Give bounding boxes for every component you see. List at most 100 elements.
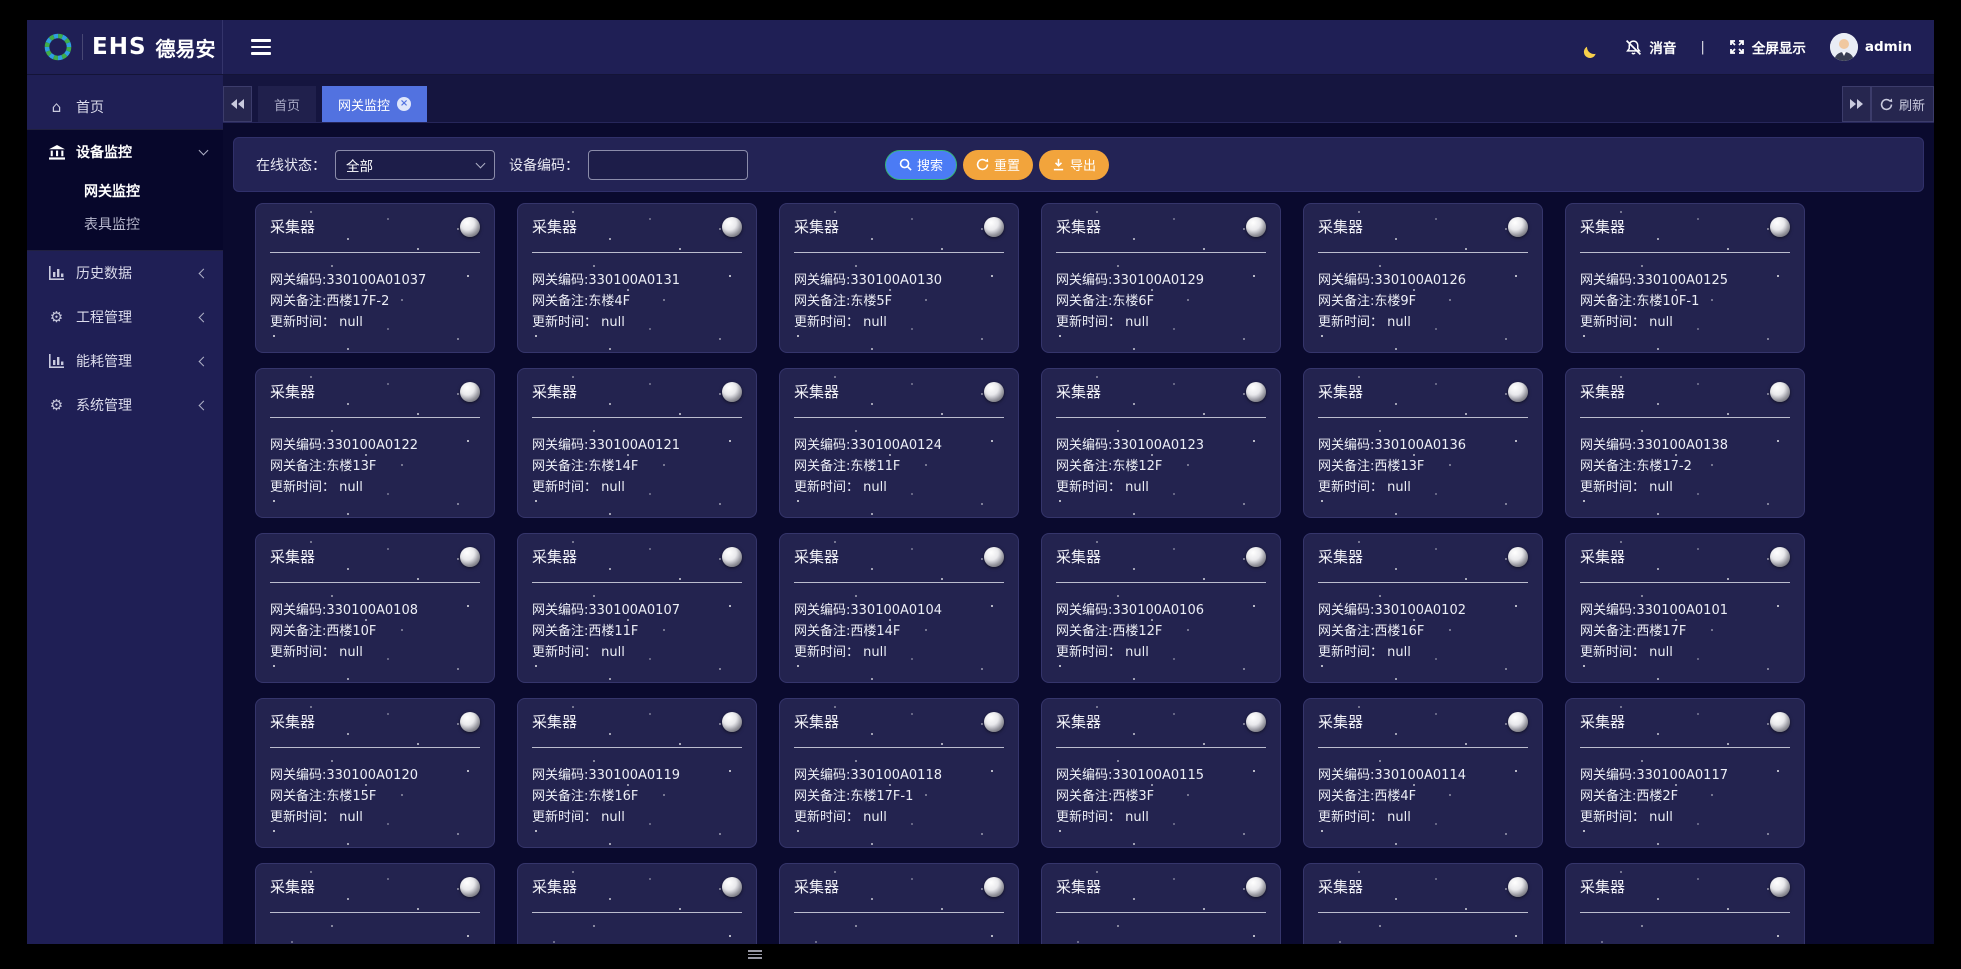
gateway-card[interactable]: 采集器 网关编码:330100A0129 网关备注:东楼6F 更新时间： nul… xyxy=(1041,203,1281,353)
card-divider xyxy=(1580,252,1790,253)
export-button[interactable]: 导出 xyxy=(1039,149,1110,180)
gateway-remark-label: 网关备注: xyxy=(1318,459,1375,474)
search-button[interactable]: 搜索 xyxy=(885,149,958,180)
gateway-card[interactable]: 采集器 网关编码:330100A0125 网关备注:东楼10F-1 更新时间： … xyxy=(1565,203,1805,353)
fullscreen-button[interactable]: 全屏显示 xyxy=(1729,37,1806,57)
status-ball-icon xyxy=(1246,711,1266,732)
chevron-left-icon xyxy=(198,356,209,366)
sidebar-item-device-monitor[interactable]: 设备监控 xyxy=(27,130,223,174)
gateway-card[interactable]: 采集器 网关编码: 网关备注: 更新时间： null xyxy=(1041,863,1281,944)
sidebar-item-gateway-monitor[interactable]: 网关监控 xyxy=(27,174,223,207)
sidebar-item-energy-mgmt[interactable]: 能耗管理 xyxy=(27,339,223,383)
gateway-remark-label: 网关备注: xyxy=(532,624,589,639)
tabs-scroll-left-button[interactable] xyxy=(223,86,252,122)
card-header: 采集器 xyxy=(532,534,742,567)
gateway-code-value: 330100A0122 xyxy=(326,438,418,453)
gateway-card[interactable]: 采集器 网关编码:330100A0131 网关备注:东楼4F 更新时间： nul… xyxy=(517,203,757,353)
gateway-card[interactable]: 采集器 网关编码:330100A0119 网关备注:东楼16F 更新时间： nu… xyxy=(517,698,757,848)
gateway-card[interactable]: 采集器 网关编码:330100A0126 网关备注:东楼9F 更新时间： nul… xyxy=(1303,203,1543,353)
device-code-input[interactable] xyxy=(588,149,748,180)
gateway-remark-line: 网关备注:西楼2F xyxy=(1580,786,1790,807)
gateway-code-line: 网关编码:330100A0117 xyxy=(1580,765,1790,786)
gateway-card[interactable]: 采集器 网关编码: 网关备注: 更新时间： null xyxy=(779,863,1019,944)
logo[interactable]: EHS 德易安 xyxy=(27,20,223,74)
refresh-page-button[interactable]: 刷新 xyxy=(1870,86,1934,122)
tab-home[interactable]: 首页 xyxy=(258,86,317,122)
gateway-code-value: 330100A0136 xyxy=(1374,438,1466,453)
project-mgmt-label: 工程管理 xyxy=(76,310,132,326)
reset-button[interactable]: 重置 xyxy=(963,149,1034,180)
gateway-remark-label: 网关备注: xyxy=(794,789,851,804)
card-title: 采集器 xyxy=(1318,383,1364,401)
export-button-label: 导出 xyxy=(1070,159,1097,174)
update-time-line: 更新时间： null xyxy=(1580,477,1790,498)
gateway-remark-value: 东楼17-2 xyxy=(1636,459,1692,474)
sidebar-item-history-data[interactable]: 历史数据 xyxy=(27,251,223,295)
gateway-remark-label: 网关备注: xyxy=(1580,789,1637,804)
gateway-card[interactable]: 采集器 网关编码: 网关备注: 更新时间： null xyxy=(1565,863,1805,944)
sidebar-item-meter-monitor[interactable]: 表具监控 xyxy=(27,207,223,240)
card-header: 采集器 xyxy=(1580,369,1790,402)
status-ball-icon xyxy=(984,546,1004,567)
tab-gateway-monitor[interactable]: 网关监控 × xyxy=(322,86,428,122)
gateway-card[interactable]: 采集器 网关编码: 网关备注: 更新时间： null xyxy=(1303,863,1543,944)
gateway-card[interactable]: 采集器 网关编码: 网关备注: 更新时间： null xyxy=(517,863,757,944)
status-ball-icon xyxy=(1770,876,1790,897)
gateway-card[interactable]: 采集器 网关编码:330100A0117 网关备注:西楼2F 更新时间： nul… xyxy=(1565,698,1805,848)
gateway-card[interactable]: 采集器 网关编码:330100A0120 网关备注:东楼15F 更新时间： nu… xyxy=(255,698,495,848)
gateway-card[interactable]: 采集器 网关编码:330100A0130 网关备注:东楼5F 更新时间： nul… xyxy=(779,203,1019,353)
gateway-card[interactable]: 采集器 网关编码:330100A0122 网关备注:东楼13F 更新时间： nu… xyxy=(255,368,495,518)
gateway-card[interactable]: 采集器 网关编码: 网关备注: 更新时间： null xyxy=(255,863,495,944)
gateway-remark-line: 网关备注:东楼11F xyxy=(794,456,1004,477)
tab-home-label: 首页 xyxy=(274,98,301,114)
gateway-card[interactable]: 采集器 网关编码:330100A0107 网关备注:西楼11F 更新时间： nu… xyxy=(517,533,757,683)
gateway-code-line: 网关编码:330100A0124 xyxy=(794,435,1004,456)
gateway-card[interactable]: 采集器 网关编码:330100A0136 网关备注:西楼13F 更新时间： nu… xyxy=(1303,368,1543,518)
user-menu[interactable]: admin xyxy=(1829,33,1912,61)
gateway-card[interactable]: 采集器 网关编码:330100A0108 网关备注:西楼10F 更新时间： nu… xyxy=(255,533,495,683)
sidebar-item-system-mgmt[interactable]: ⚙ 系统管理 xyxy=(27,383,223,427)
logo-separator xyxy=(82,34,83,60)
content-area: 在线状态： 全部 设备编码： 搜索 xyxy=(223,123,1934,944)
gateway-card[interactable]: 采集器 网关编码:330100A0115 网关备注:西楼3F 更新时间： nul… xyxy=(1041,698,1281,848)
gateway-monitor-label: 网关监控 xyxy=(84,183,140,200)
gateway-card[interactable]: 采集器 网关编码:330100A0121 网关备注:东楼14F 更新时间： nu… xyxy=(517,368,757,518)
sidebar-item-project-mgmt[interactable]: ⚙ 工程管理 xyxy=(27,295,223,339)
gateway-code-value: 330100A0107 xyxy=(588,603,680,618)
gateway-card[interactable]: 采集器 网关编码:330100A0104 网关备注:西楼14F 更新时间： nu… xyxy=(779,533,1019,683)
tabs-scroll-right-button[interactable] xyxy=(1841,86,1871,122)
update-time-label: 更新时间： xyxy=(1318,810,1384,825)
hamburger-menu-icon[interactable] xyxy=(251,39,271,55)
card-header: 采集器 xyxy=(532,369,742,402)
gateway-card[interactable]: 采集器 网关编码:330100A01037 网关备注:西楼17F-2 更新时间：… xyxy=(255,203,495,353)
status-select[interactable]: 全部 xyxy=(335,149,495,180)
gateway-remark-value: 西楼17F xyxy=(1636,624,1687,639)
gateway-remark-label: 网关备注: xyxy=(794,624,851,639)
tab-close-icon[interactable]: × xyxy=(397,97,412,111)
gateway-card[interactable]: 采集器 网关编码:330100A0101 网关备注:西楼17F 更新时间： nu… xyxy=(1565,533,1805,683)
card-divider xyxy=(794,912,1004,913)
gateway-card[interactable]: 采集器 网关编码:330100A0123 网关备注:东楼12F 更新时间： nu… xyxy=(1041,368,1281,518)
gateway-code-label: 网关编码: xyxy=(532,603,589,618)
gateway-remark-line: 网关备注:西楼17F-2 xyxy=(270,291,480,312)
card-divider xyxy=(270,252,480,253)
dark-mode-moon-icon[interactable] xyxy=(1586,39,1603,56)
scrollbar-handle-icon[interactable] xyxy=(748,950,762,959)
card-title: 采集器 xyxy=(1580,548,1626,566)
gateway-card[interactable]: 采集器 网关编码:330100A0102 网关备注:西楼16F 更新时间： nu… xyxy=(1303,533,1543,683)
status-filter-label: 在线状态： xyxy=(256,157,326,174)
gateway-card[interactable]: 采集器 网关编码:330100A0114 网关备注:西楼4F 更新时间： nul… xyxy=(1303,698,1543,848)
update-time-value: null xyxy=(1649,480,1673,495)
mute-button[interactable]: 消音 xyxy=(1625,37,1676,57)
gateway-card[interactable]: 采集器 网关编码:330100A0138 网关备注:东楼17-2 更新时间： n… xyxy=(1565,368,1805,518)
gateway-card[interactable]: 采集器 网关编码:330100A0106 网关备注:西楼12F 更新时间： nu… xyxy=(1041,533,1281,683)
card-header: 采集器 xyxy=(1056,534,1266,567)
gateway-remark-label: 网关备注: xyxy=(1580,294,1637,309)
card-divider xyxy=(1056,912,1266,913)
gateway-card[interactable]: 采集器 网关编码:330100A0118 网关备注:东楼17F-1 更新时间： … xyxy=(779,698,1019,848)
gateway-remark-value: 东楼9F xyxy=(1374,294,1417,309)
gateway-card[interactable]: 采集器 网关编码:330100A0124 网关备注:东楼11F 更新时间： nu… xyxy=(779,368,1019,518)
gateway-remark-line: 网关备注:东楼13F xyxy=(270,456,480,477)
gateway-remark-label: 网关备注: xyxy=(270,294,327,309)
sidebar-item-home[interactable]: ⌂ 首页 xyxy=(27,85,223,129)
